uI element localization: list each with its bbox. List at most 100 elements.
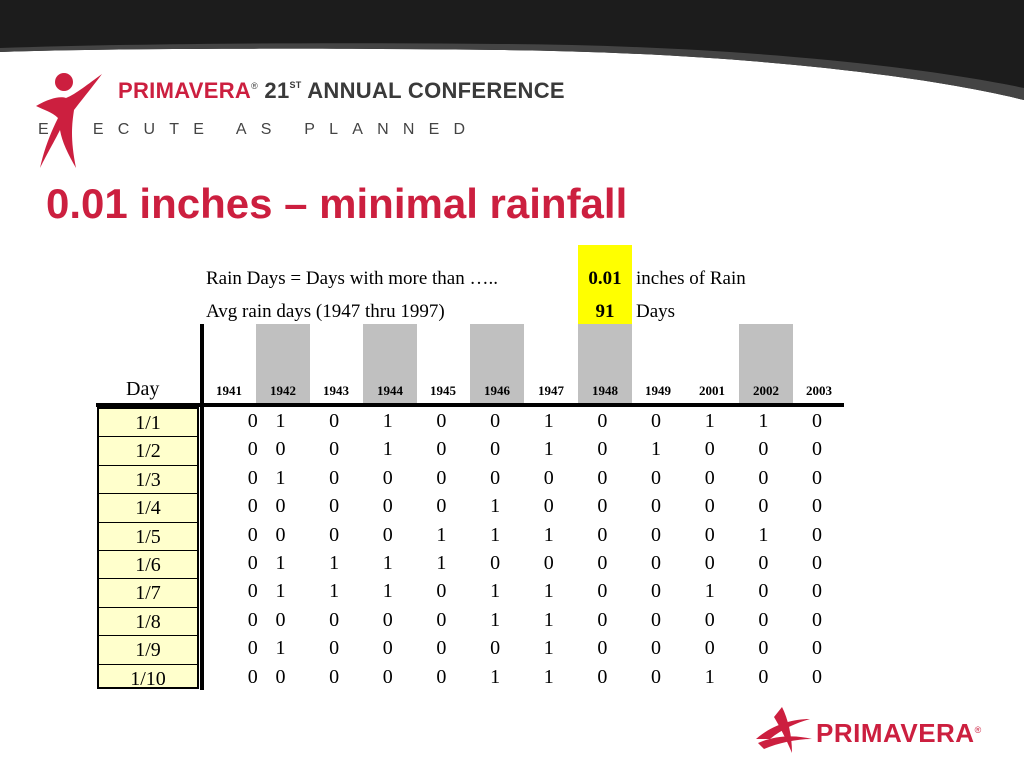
rain-day-value: 0 <box>247 580 258 603</box>
rain-day-value: 0 <box>597 665 608 688</box>
rain-day-value: 0 <box>247 665 258 688</box>
rain-day-value: 0 <box>275 665 286 688</box>
rain-day-value: 1 <box>275 551 286 574</box>
rain-day-value: 0 <box>490 551 501 574</box>
avg-rain-days-unit: Days <box>636 301 676 322</box>
year-header: 1945 <box>430 383 456 398</box>
rain-day-value: 0 <box>597 495 608 518</box>
conference-title: PRIMAVERA® 21ST ANNUAL CONFERENCE <box>118 78 565 104</box>
year-header: 2001 <box>699 383 725 398</box>
rain-day-value: 0 <box>597 438 608 461</box>
rain-day-value: 0 <box>812 637 823 660</box>
rain-day-value: 0 <box>275 495 286 518</box>
table-vertical-rule <box>200 324 204 690</box>
year-header: 1947 <box>538 383 564 398</box>
avg-rain-days-value: 91 <box>595 301 615 322</box>
conference-ordinal: ST <box>289 80 302 90</box>
rain-day-value: 0 <box>247 466 258 489</box>
day-cell: 1/6 <box>99 551 197 580</box>
rain-day-value: 1 <box>329 580 340 603</box>
rain-day-value: 0 <box>490 466 501 489</box>
footer-registered-mark: ® <box>974 725 982 735</box>
rain-day-value: 1 <box>758 410 769 432</box>
rain-day-value: 0 <box>436 637 447 660</box>
rain-day-value: 1 <box>543 580 554 603</box>
rain-day-value: 0 <box>812 495 823 518</box>
rain-day-value: 0 <box>382 466 393 489</box>
tagline-initial: E <box>38 121 63 138</box>
rain-day-value: 0 <box>275 523 286 546</box>
rain-day-value: 0 <box>812 438 823 461</box>
conference-suffix: ANNUAL CONFERENCE <box>301 78 565 103</box>
rain-day-value: 0 <box>597 637 608 660</box>
rain-day-value: 0 <box>436 410 447 432</box>
rain-day-value: 1 <box>490 608 501 631</box>
tagline-text: ECUTE AS PLANNED <box>92 121 480 138</box>
year-header: 2003 <box>806 383 832 398</box>
day-cell: 1/5 <box>99 523 197 551</box>
rain-day-value: 0 <box>329 466 340 489</box>
rain-day-value: 1 <box>704 580 715 603</box>
rain-day-value: 0 <box>597 466 608 489</box>
rain-day-value: 1 <box>543 665 554 688</box>
rain-days-unit: inches of Rain <box>636 268 746 289</box>
grey-column-1944 <box>363 324 417 404</box>
rain-day-value: 0 <box>812 466 823 489</box>
rain-day-value: 0 <box>436 438 447 461</box>
conference-figure-logo-icon <box>36 73 102 168</box>
rain-day-value: 0 <box>247 551 258 574</box>
rain-day-value: 1 <box>436 551 447 574</box>
rain-day-value: 0 <box>758 637 769 660</box>
rain-day-value: 0 <box>704 523 715 546</box>
day-column-header: Day <box>126 378 160 400</box>
header-swoosh-bar <box>0 0 1024 100</box>
rain-day-value: 0 <box>247 608 258 631</box>
rain-day-value: 0 <box>651 551 662 574</box>
day-cell: 1/4 <box>99 494 197 523</box>
rain-day-value: 1 <box>436 523 447 546</box>
rain-day-value: 0 <box>651 466 662 489</box>
rain-day-value: 0 <box>704 495 715 518</box>
rain-day-value: 0 <box>812 608 823 631</box>
rain-day-value: 0 <box>543 551 554 574</box>
rain-day-value: 0 <box>247 410 258 432</box>
rain-day-value: 0 <box>597 608 608 631</box>
rain-day-value: 0 <box>704 551 715 574</box>
table-header-rule <box>96 403 844 407</box>
rain-day-value: 0 <box>651 608 662 631</box>
conference-brand: PRIMAVERA <box>118 78 252 103</box>
rain-day-value: 0 <box>490 410 501 432</box>
tagline: E ECUTE AS PLANNED <box>38 121 479 139</box>
rain-day-value: 0 <box>247 495 258 518</box>
year-header: 1949 <box>645 383 671 398</box>
rain-day-value: 1 <box>275 410 286 432</box>
avg-rain-days-label: Avg rain days (1947 thru 1997) <box>206 301 445 322</box>
rain-day-value: 0 <box>812 551 823 574</box>
rain-day-value: 0 <box>436 495 447 518</box>
rain-day-value: 1 <box>382 551 393 574</box>
day-cell: 1/9 <box>99 636 197 665</box>
rain-day-value: 0 <box>704 466 715 489</box>
rain-day-value: 0 <box>436 608 447 631</box>
rain-day-value: 0 <box>275 608 286 631</box>
rain-day-value: 0 <box>247 637 258 660</box>
day-cell: 1/10 <box>130 667 166 690</box>
year-header: 1942 <box>270 383 296 398</box>
grey-column-1948 <box>578 324 632 404</box>
rain-day-value: 0 <box>758 665 769 688</box>
threshold-highlight <box>578 245 632 325</box>
primavera-footer-logo-icon <box>756 707 812 753</box>
conference-prefix: 21 <box>258 78 290 103</box>
rain-day-value: 0 <box>247 438 258 461</box>
rain-day-value: 0 <box>597 580 608 603</box>
rain-day-value: 0 <box>597 410 608 432</box>
rain-day-value: 0 <box>436 466 447 489</box>
rain-day-value: 1 <box>382 580 393 603</box>
slide-title: 0.01 inches – minimal rainfall <box>46 180 628 227</box>
rain-day-value: 0 <box>329 637 340 660</box>
year-header: 1944 <box>377 383 403 398</box>
